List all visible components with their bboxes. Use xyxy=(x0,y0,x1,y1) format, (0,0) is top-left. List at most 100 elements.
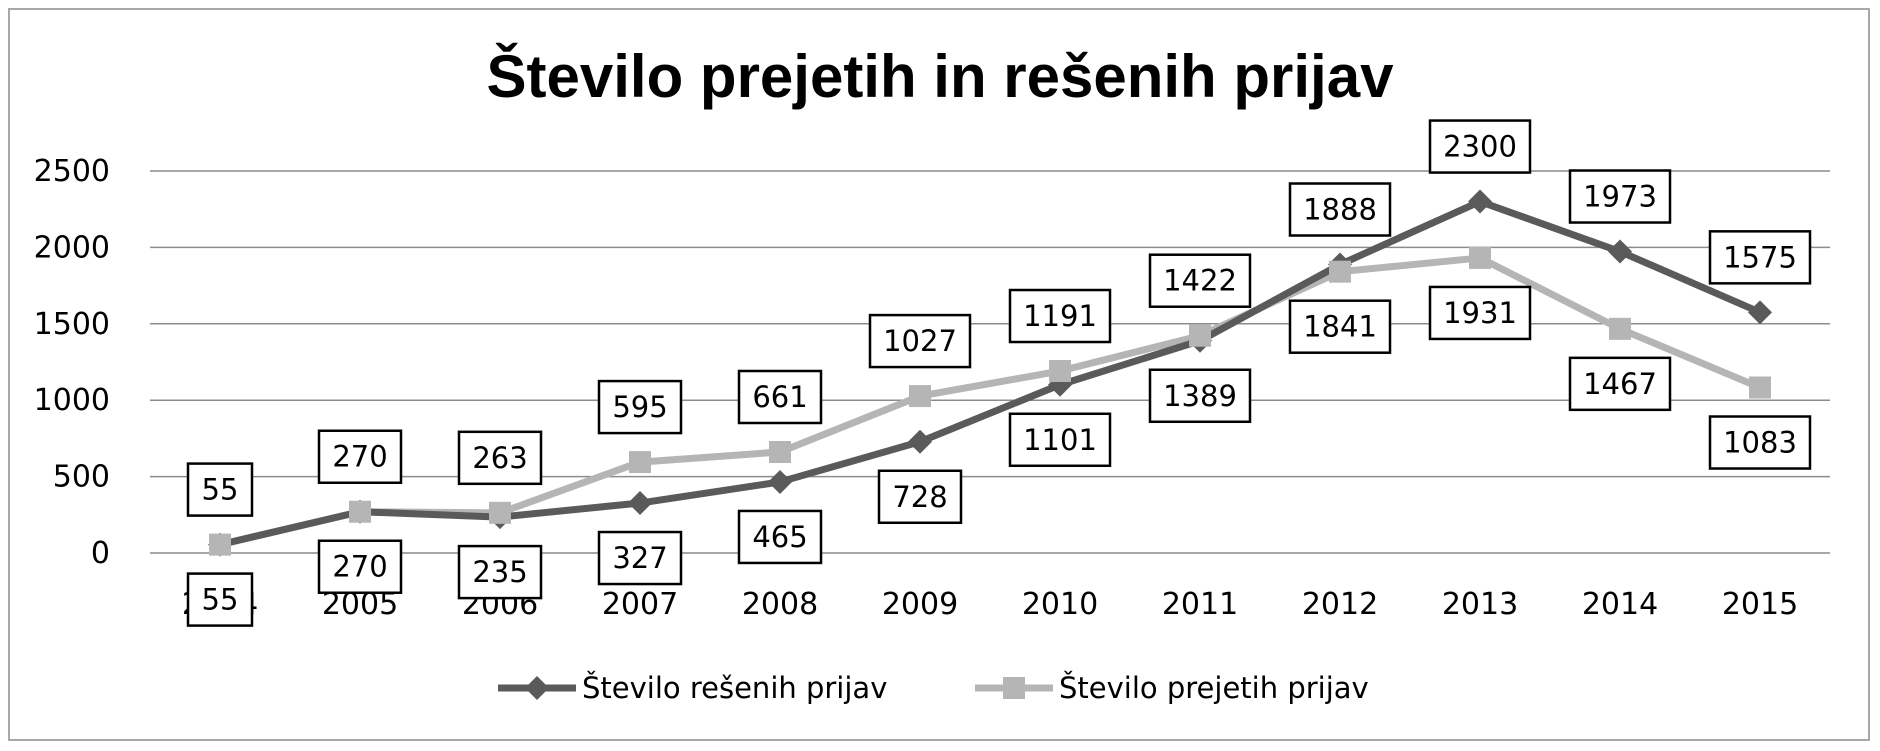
data-label: 1389 xyxy=(1148,368,1252,424)
data-label-box xyxy=(457,544,543,600)
data-label-text: 1101 xyxy=(1023,423,1097,457)
square-marker xyxy=(1329,260,1351,283)
data-label: 270 xyxy=(317,539,403,594)
data-label-box xyxy=(1428,285,1532,341)
data-label-text: 1973 xyxy=(1583,180,1657,214)
square-marker xyxy=(489,501,511,524)
data-label: 1083 xyxy=(1708,415,1812,470)
legend-item: Število prejetih prijav xyxy=(975,671,1369,705)
y-tick-label: 0 xyxy=(91,536,110,571)
data-label-box xyxy=(1568,169,1672,224)
data-label: 55 xyxy=(186,462,254,517)
series-line xyxy=(219,254,1762,549)
data-label-text: 327 xyxy=(612,541,667,575)
data-label-text: 728 xyxy=(892,480,947,514)
data-label-box xyxy=(186,462,254,517)
square-marker xyxy=(1609,317,1631,340)
data-label-text: 1422 xyxy=(1163,264,1237,298)
x-tick-label: 2012 xyxy=(1302,587,1378,622)
square-marker xyxy=(629,451,651,474)
x-tick-label: 2008 xyxy=(742,587,818,622)
square-marker xyxy=(1749,376,1771,399)
diamond-marker xyxy=(1608,239,1632,264)
data-label-box xyxy=(1148,368,1252,424)
data-label-text: 661 xyxy=(752,380,807,414)
gridlines xyxy=(150,170,1830,554)
data-label-box xyxy=(317,539,403,594)
chart-frame xyxy=(8,8,1870,741)
data-label: 1191 xyxy=(1008,288,1112,344)
square-marker xyxy=(1189,324,1211,347)
data-label-text: 595 xyxy=(612,390,667,424)
data-label-box xyxy=(868,313,972,369)
y-tick-label: 2500 xyxy=(34,154,110,189)
data-label-text: 1389 xyxy=(1163,379,1237,413)
data-label-text: 1931 xyxy=(1443,296,1517,330)
data-label-box xyxy=(1708,415,1812,470)
data-label-text: 465 xyxy=(752,520,807,554)
x-tick-label: 2013 xyxy=(1442,587,1518,622)
data-label: 1841 xyxy=(1288,299,1392,354)
data-label-text: 1467 xyxy=(1583,367,1657,401)
square-marker xyxy=(209,533,231,556)
data-label: 1467 xyxy=(1568,356,1672,412)
data-label-box xyxy=(186,572,254,627)
diamond-marker xyxy=(908,429,932,454)
y-tick-label: 1000 xyxy=(34,383,110,418)
data-label: 327 xyxy=(597,530,683,586)
series-lines xyxy=(219,198,1762,549)
data-label: 1973 xyxy=(1568,169,1672,224)
x-tick-label: 2009 xyxy=(882,587,958,622)
data-label-box xyxy=(1568,356,1672,412)
data-label-text: 270 xyxy=(332,550,387,584)
y-tick-label: 1500 xyxy=(34,307,110,342)
x-tick-label: 2011 xyxy=(1162,587,1238,622)
diamond-marker xyxy=(628,491,652,516)
data-label-text: 1027 xyxy=(883,324,957,358)
data-label: 1888 xyxy=(1288,182,1392,237)
data-label-box xyxy=(1008,288,1112,344)
data-label-text: 1841 xyxy=(1303,310,1377,344)
data-label-box xyxy=(1708,230,1812,285)
data-labels: 55 55 270 270 263 235 595 327 661 465 1027 728 1191 1… xyxy=(186,119,1812,627)
x-tick-label: 2007 xyxy=(602,587,678,622)
square-marker xyxy=(1469,246,1491,269)
data-label-box xyxy=(1008,412,1112,468)
data-label-text: 2300 xyxy=(1443,130,1517,164)
x-axis-ticks: 2004200520062007200820092010201120122013… xyxy=(182,587,1798,622)
data-label-text: 55 xyxy=(202,473,239,507)
data-label-text: 270 xyxy=(332,440,387,474)
data-label: 1931 xyxy=(1428,285,1532,341)
square-marker xyxy=(769,440,791,463)
legend-label: Število rešenih prijav xyxy=(582,671,887,705)
diamond-marker xyxy=(768,469,792,494)
x-tick-label: 2014 xyxy=(1582,587,1658,622)
diamond-marker xyxy=(1468,189,1492,214)
data-label-box xyxy=(1288,182,1392,237)
y-tick-label: 500 xyxy=(53,460,110,495)
square-marker xyxy=(349,500,371,523)
chart-title: Število prejetih in rešenih prijav xyxy=(486,43,1394,110)
data-label-text: 55 xyxy=(202,583,239,617)
series-line xyxy=(219,198,1762,549)
y-axis-ticks: 0 500 1000 1500 2000 2500 xyxy=(34,154,110,571)
data-label: 1027 xyxy=(868,313,972,369)
data-label-text: 1575 xyxy=(1723,240,1797,274)
data-label: 465 xyxy=(737,509,823,565)
data-label-box xyxy=(597,379,683,435)
data-label-text: 1888 xyxy=(1303,193,1377,227)
legend-label: Število prejetih prijav xyxy=(1059,671,1369,705)
diamond-marker xyxy=(525,676,549,700)
square-marker xyxy=(1003,677,1025,699)
legend-item: Število rešenih prijav xyxy=(498,671,887,705)
data-label: 1101 xyxy=(1008,412,1112,468)
data-label: 263 xyxy=(457,430,543,486)
diamond-marker xyxy=(1748,300,1772,325)
x-tick-label: 2010 xyxy=(1022,587,1098,622)
data-label: 1422 xyxy=(1148,253,1252,308)
series-markers xyxy=(208,189,1772,557)
data-label: 1575 xyxy=(1708,230,1812,285)
data-label-box xyxy=(1148,253,1252,308)
y-tick-label: 2000 xyxy=(34,230,110,265)
